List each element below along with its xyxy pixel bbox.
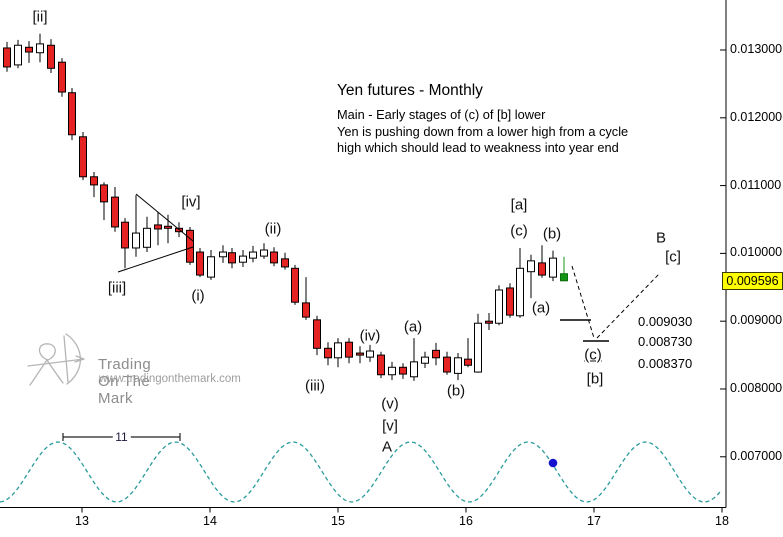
cycle-measure-label: 11 bbox=[112, 430, 131, 444]
wave-label: (ii) bbox=[264, 220, 282, 238]
chart-annotation-block: Yen futures - Monthly Main - Early stage… bbox=[337, 82, 628, 157]
wave-label: [c] bbox=[665, 248, 681, 266]
y-axis-label: 0.009000 bbox=[730, 313, 783, 328]
y-axis-label: 0.007000 bbox=[730, 448, 783, 463]
watermark-url: www.tradingonthemark.com bbox=[99, 373, 241, 385]
archer-logo-icon bbox=[27, 333, 85, 386]
y-axis-label: 0.011000 bbox=[730, 177, 782, 192]
wave-label: [b] bbox=[586, 370, 604, 388]
wave-label: (iv) bbox=[359, 327, 381, 345]
y-axis-label: 0.008000 bbox=[730, 380, 783, 395]
current-price-tag: 0.009596 bbox=[722, 272, 783, 290]
wave-label: (b) bbox=[446, 382, 466, 400]
price-target-label: 0.008370 bbox=[638, 356, 693, 371]
wave-label: [iii] bbox=[107, 279, 127, 297]
x-axis-label: 16 bbox=[459, 514, 473, 528]
wave-label: (a) bbox=[531, 299, 551, 317]
price-target-label: 0.009030 bbox=[638, 314, 693, 329]
wave-label: [iv] bbox=[181, 193, 201, 211]
chart-note-line2: Yen is pushing down from a lower high fr… bbox=[337, 123, 629, 139]
wave-label: [v] bbox=[382, 417, 398, 435]
wave-label: (c) bbox=[510, 222, 528, 240]
wave-label: (i) bbox=[191, 287, 205, 305]
wave-label: (a) bbox=[403, 318, 423, 336]
x-axis-label: 18 bbox=[715, 514, 729, 528]
y-axis-label: 0.013000 bbox=[730, 42, 783, 56]
x-axis-label: 14 bbox=[203, 514, 217, 528]
wave-label: (b) bbox=[542, 225, 562, 243]
watermark-name: Trading On The Mark bbox=[98, 356, 152, 407]
chart-note-line3: high which should lead to weakness into … bbox=[337, 140, 619, 155]
x-axis-label: 13 bbox=[75, 514, 89, 528]
wave-label: (c) bbox=[584, 346, 602, 364]
x-axis-label: 17 bbox=[587, 514, 601, 528]
wave-label: (iii) bbox=[305, 377, 325, 395]
wave-label: [ii] bbox=[32, 8, 48, 26]
chart-note-main: Main - Early stages of (c) of [b] lower bbox=[337, 107, 546, 122]
wave-label: (v) bbox=[381, 395, 399, 413]
wave-label: A bbox=[381, 438, 393, 456]
x-axis-label: 15 bbox=[331, 514, 345, 528]
watermark: Trading On The Mark www.tradingonthemark… bbox=[22, 330, 241, 407]
wave-label: [a] bbox=[510, 196, 528, 214]
wave-label: B bbox=[655, 229, 667, 247]
y-axis-label: 0.010000 bbox=[730, 245, 783, 260]
y-axis-label: 0.012000 bbox=[730, 109, 783, 124]
chart-title: Yen futures - Monthly bbox=[337, 82, 483, 99]
price-target-label: 0.008730 bbox=[638, 334, 693, 349]
